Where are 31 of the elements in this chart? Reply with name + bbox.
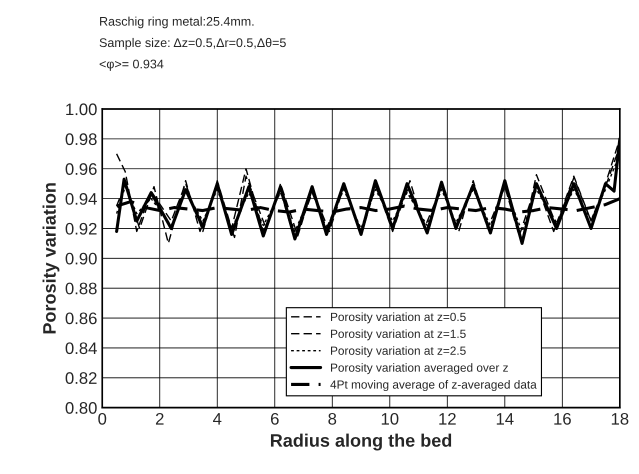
y-tick-label: 0.80 <box>66 402 97 414</box>
y-tick-label: 0.86 <box>66 312 97 324</box>
y-tick-label: 0.94 <box>66 193 97 205</box>
y-tick-label: 0.90 <box>66 252 97 265</box>
y-tick-label: 0.92 <box>66 222 97 235</box>
chart-subtitle: Sample size: Δz=0.5,Δr=0.5,Δθ=5 <box>100 38 286 50</box>
legend-label: Porosity variation at z=2.5 <box>331 346 466 358</box>
legend-label: Porosity variation averaged over z <box>331 363 508 374</box>
x-tick-label: 0 <box>98 412 106 425</box>
legend-label: Porosity variation at z=0.5 <box>331 312 466 324</box>
x-tick-label: 18 <box>612 412 628 425</box>
x-tick-label: 12 <box>439 412 456 425</box>
y-tick-label: 1.00 <box>66 103 97 116</box>
y-tick-label: 0.96 <box>66 163 97 175</box>
y-axis-title: Porosity variation <box>42 183 60 334</box>
x-tick-label: 6 <box>270 412 279 425</box>
text: <φ>= 0.934 <box>100 60 164 71</box>
x-tick-label: 16 <box>554 412 571 425</box>
chart-title: Raschig ring metal:25.4mm. <box>100 16 254 28</box>
legend-label: Porosity variation at z=1.5 <box>331 329 466 340</box>
x-tick-label: 2 <box>156 412 164 425</box>
y-tick-label: 0.98 <box>66 133 97 146</box>
y-tick-label: 0.84 <box>66 342 97 354</box>
x-axis-title: Radius along the bed <box>270 434 452 451</box>
legend-label: 4Pt moving average of z-averaged data <box>330 380 537 392</box>
y-tick-label: 0.82 <box>66 372 97 384</box>
x-tick-label: 8 <box>328 412 336 425</box>
y-tick-label: 0.88 <box>66 282 97 294</box>
x-tick-label: 10 <box>382 412 398 425</box>
x-tick-label: 4 <box>213 413 222 425</box>
x-tick-label: 14 <box>496 413 514 425</box>
